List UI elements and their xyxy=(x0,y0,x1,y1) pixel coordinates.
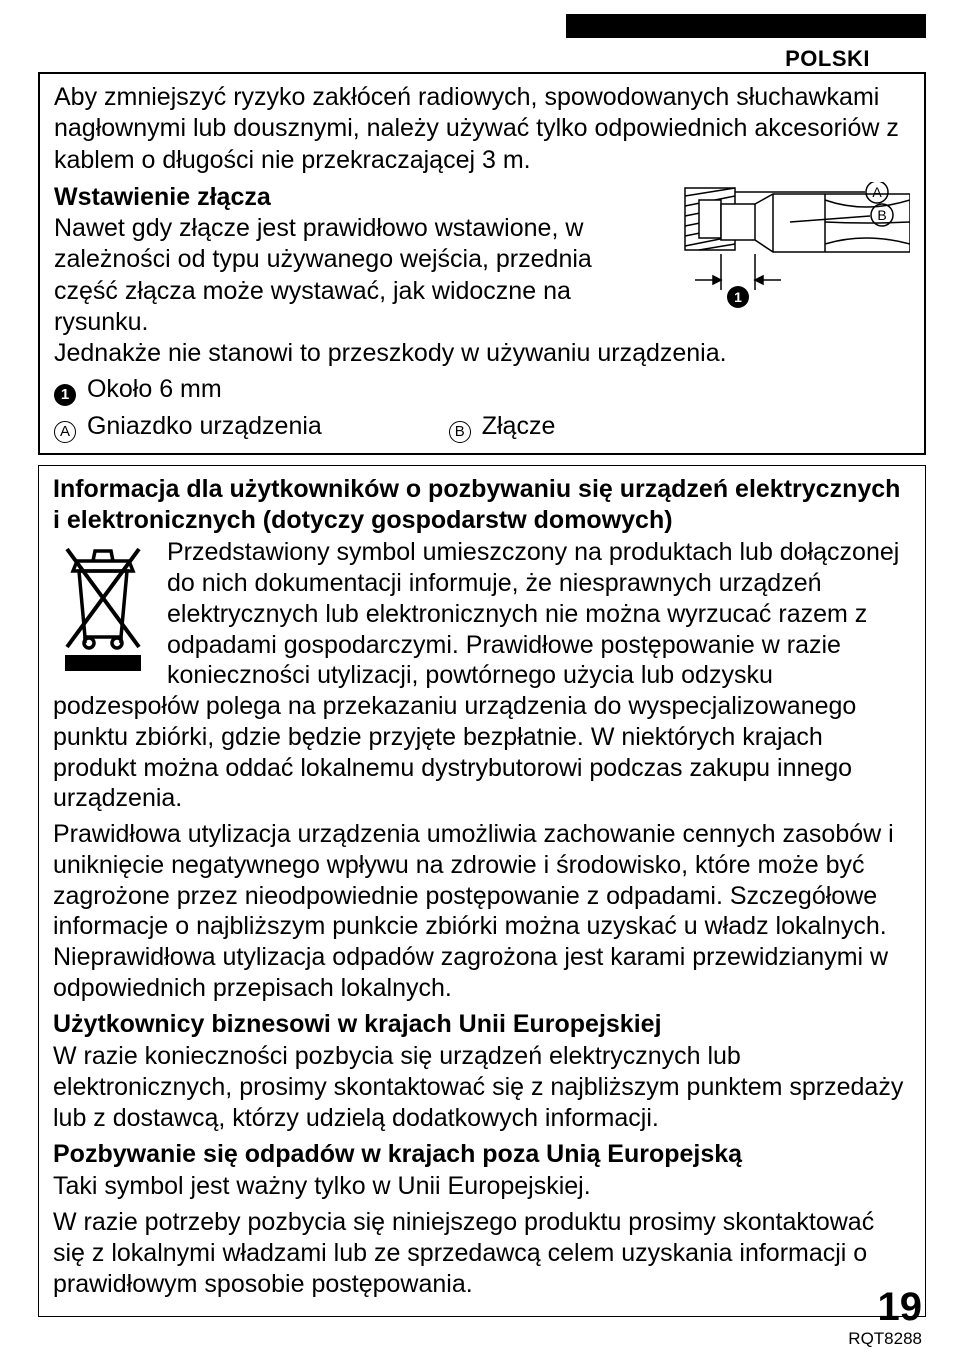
instruction-box-1: Aby zmniejszyć ryzyko zakłóceń radiowych… xyxy=(38,72,926,455)
legend-label-B: Złącze xyxy=(482,412,556,440)
page-number: 19 xyxy=(848,1287,922,1327)
doc-code: RQT8288 xyxy=(848,1329,922,1349)
diagram-callout-1: 1 xyxy=(734,289,742,305)
disposal-heading-2: Użytkownicy biznesowi w krajach Unii Eur… xyxy=(53,1009,911,1040)
disposal-p3: W razie konieczności pozbycia się urządz… xyxy=(53,1041,911,1133)
connector-diagram: 1 A B xyxy=(655,182,910,312)
language-label: POLSKI xyxy=(785,46,870,72)
diagram-callout-B: B xyxy=(877,207,886,223)
intro-text: Aby zmniejszyć ryzyko zakłóceń radiowych… xyxy=(54,82,910,176)
disposal-p1: Przedstawiony symbol umieszczony na prod… xyxy=(53,537,911,814)
legend-marker-A: A xyxy=(54,421,76,443)
section-body-2: Jednakże nie stanowi to przeszkody w uży… xyxy=(54,338,910,369)
diagram-callout-A: A xyxy=(872,184,882,200)
disposal-p4: Taki symbol jest ważny tylko w Unii Euro… xyxy=(53,1171,911,1202)
connector-section: Wstawienie złącza Nawet gdy złącze jest … xyxy=(54,182,910,370)
legend-label-A: Gniazdko urządzenia xyxy=(87,412,322,440)
legend-label-1: Około 6 mm xyxy=(87,375,222,403)
legend-marker-B: B xyxy=(449,421,471,443)
disposal-heading-1: Informacja dla użytkowników o pozbywaniu… xyxy=(53,474,911,536)
disposal-heading-3: Pozbywanie się odpadów w krajach poza Un… xyxy=(53,1139,911,1170)
disposal-p2: Prawidłowa utylizacja urządzenia umożliw… xyxy=(53,819,911,1004)
legend-row-1: 1 Około 6 mm xyxy=(54,373,910,406)
weee-icon xyxy=(57,541,149,673)
legend-marker-1: 1 xyxy=(54,384,76,406)
legend-row-2: A Gniazdko urządzenia B Złącze xyxy=(54,410,910,443)
disposal-box: Informacja dla użytkowników o pozbywaniu… xyxy=(38,465,926,1318)
header-blackbar xyxy=(566,14,926,38)
disposal-p5: W razie potrzeby pozbycia się niniejszeg… xyxy=(53,1207,911,1299)
page-footer: 19 RQT8288 xyxy=(848,1287,922,1349)
